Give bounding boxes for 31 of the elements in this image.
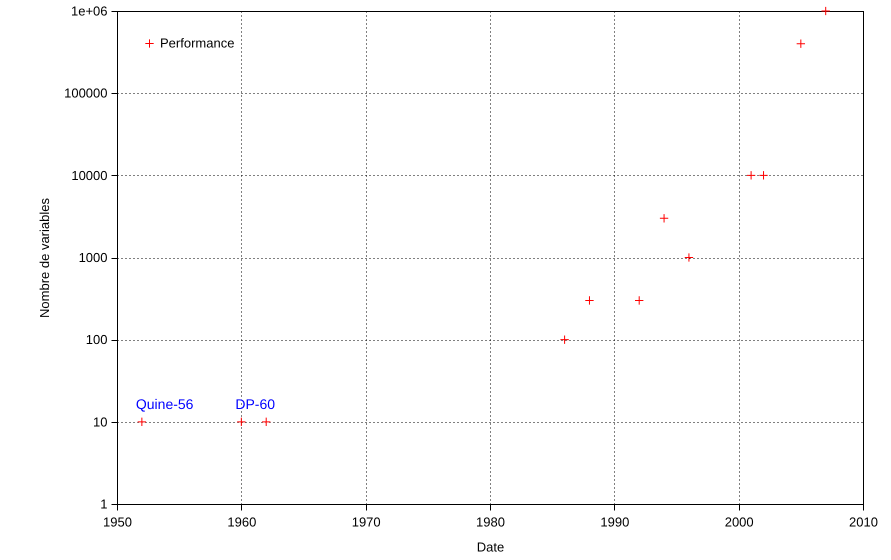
x-tick-label: 1990 bbox=[600, 514, 630, 530]
point bbox=[758, 170, 768, 180]
annotation: DP-60 bbox=[235, 396, 276, 412]
y-axis-title: Nombre de variables bbox=[37, 198, 52, 318]
x-tick-label: 1970 bbox=[352, 514, 381, 530]
y-tick-label: 1000 bbox=[78, 250, 108, 265]
y-tick-label: 1 bbox=[100, 496, 108, 512]
x-tick-label: 1950 bbox=[103, 514, 132, 530]
x-tick-label: 2000 bbox=[724, 514, 754, 530]
point bbox=[634, 296, 644, 306]
y-tick-label: 100000 bbox=[64, 86, 108, 101]
point bbox=[821, 6, 830, 16]
point bbox=[262, 417, 271, 427]
point bbox=[560, 334, 570, 344]
x-tick-label: 2010 bbox=[849, 514, 878, 530]
annotation: Quine-56 bbox=[136, 396, 194, 412]
x-tick-label: 1980 bbox=[476, 514, 505, 530]
point bbox=[584, 296, 594, 306]
y-tick-label: 100 bbox=[86, 332, 108, 348]
point bbox=[137, 417, 147, 427]
point bbox=[746, 170, 756, 180]
point bbox=[684, 252, 694, 262]
point bbox=[796, 39, 806, 48]
y-tick-label: 10000 bbox=[71, 168, 108, 183]
point bbox=[659, 214, 669, 223]
point bbox=[236, 417, 246, 427]
x-tick-label: 1960 bbox=[227, 514, 256, 530]
x-axis-title: Date bbox=[476, 540, 504, 554]
legend-label: Performance bbox=[160, 36, 234, 50]
y-tick-label: 10 bbox=[93, 414, 108, 430]
y-tick-label: 1e+06 bbox=[70, 4, 108, 18]
